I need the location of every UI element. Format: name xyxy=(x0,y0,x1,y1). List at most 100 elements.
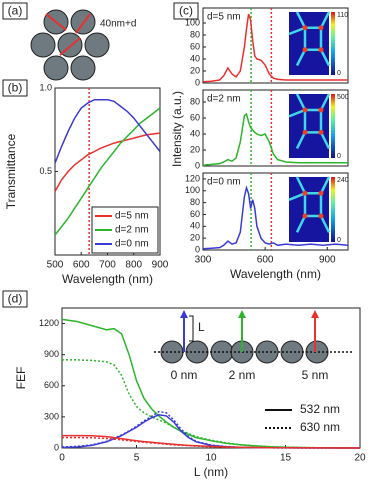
annotation: 40nm+d xyxy=(100,19,136,30)
particles xyxy=(30,9,110,81)
hotspot xyxy=(302,129,308,135)
series-line xyxy=(202,112,348,166)
y-tick-label: 60 xyxy=(190,209,200,219)
hotspot xyxy=(318,129,324,135)
colorbar xyxy=(331,12,335,75)
y-tick-label: 60 xyxy=(190,41,200,51)
x-axis-label: L (nm) xyxy=(194,465,228,479)
colorbar-max: 500 xyxy=(337,94,349,101)
inset-label: 0 nm xyxy=(171,368,198,382)
y-tick-label: 120 xyxy=(185,173,200,183)
x-tick-label: 600 xyxy=(73,260,90,271)
arrow-head xyxy=(311,310,319,318)
y-tick-label: 80 xyxy=(190,197,200,207)
colorbar-min: 0 xyxy=(337,237,341,244)
particle-inset: 0 nm 2 nm 5 nm L xyxy=(154,310,352,382)
panel-label-box xyxy=(2,290,28,308)
diagram-a: (a) 40nm+d xyxy=(2,2,136,81)
hotspot xyxy=(302,25,308,31)
y-tick-label: 0 xyxy=(195,160,200,170)
x-tick-label: 300 xyxy=(195,255,212,266)
x-tick-label: 900 xyxy=(152,260,169,271)
y-tick-label: 80 xyxy=(190,96,200,106)
panel-label: (d) xyxy=(8,292,23,306)
series-line xyxy=(202,185,349,250)
field-map-inset: 500 0 xyxy=(288,93,349,160)
y-tick-label: 20 xyxy=(190,65,200,75)
colorbar-max: 240 xyxy=(337,177,349,184)
panel-label: (c) xyxy=(179,4,193,18)
colorbar xyxy=(331,94,335,158)
arrow-head xyxy=(238,310,246,318)
length-bracket xyxy=(189,315,194,342)
y-tick-label: 40 xyxy=(190,128,200,138)
inset-label: 5 nm xyxy=(302,368,329,382)
y-axis-label: Transmittance xyxy=(4,133,18,209)
y-tick-label: 300 xyxy=(44,411,59,421)
x-tick-label: 5 xyxy=(134,453,140,464)
field-map-inset: 110 0 xyxy=(288,11,348,77)
colorbar-min: 0 xyxy=(337,70,341,77)
series-line xyxy=(54,98,161,164)
x-tick-label: 20 xyxy=(354,453,366,464)
series-line xyxy=(202,13,348,83)
y-tick-label: 600 xyxy=(44,380,59,390)
y-tick-label: 0 xyxy=(195,77,200,87)
legend xyxy=(91,206,159,254)
y-axis-label: FEF xyxy=(14,367,28,390)
y-tick-label: 80 xyxy=(190,29,200,39)
y-tick-label: 20 xyxy=(190,233,200,243)
panel-label-box xyxy=(2,79,28,97)
arrow-head xyxy=(180,310,188,318)
hotspot xyxy=(318,107,324,113)
y-axis-label: Intensity (a.u.) xyxy=(170,91,184,167)
series-line xyxy=(62,436,361,449)
x-tick-label: 800 xyxy=(125,260,142,271)
legend-label: d=2 nm xyxy=(115,225,149,236)
x-tick-label: 15 xyxy=(280,453,292,464)
plot-frame xyxy=(202,172,349,251)
x-tick-label: 600 xyxy=(257,255,274,266)
x-tick-label: 10 xyxy=(205,453,217,464)
y-tick-label: 100 xyxy=(185,185,200,195)
hotspot xyxy=(318,25,324,31)
y-tick-label: 1200 xyxy=(39,318,59,328)
legend-label: 630 nm xyxy=(300,420,340,434)
series-line xyxy=(61,318,361,449)
hotspot xyxy=(302,47,308,53)
field-map-inset: 240 0 xyxy=(288,176,349,244)
panel-label-box xyxy=(2,2,28,20)
x-tick-label: 0 xyxy=(59,453,65,464)
plot-frame xyxy=(202,7,349,84)
series-line xyxy=(54,132,161,192)
y-tick-label: 20 xyxy=(190,144,200,154)
y-tick-label: 60 xyxy=(190,112,200,122)
y-tick-label: 900 xyxy=(44,349,59,359)
y-tick-label: 40 xyxy=(190,221,200,231)
plot-frame xyxy=(202,89,349,167)
panel-label: (b) xyxy=(8,81,23,95)
curve-label: d=5 nm xyxy=(207,12,241,23)
colorbar xyxy=(331,177,335,242)
curve-label: d=2 nm xyxy=(207,94,241,105)
x-axis-label: Wavelength (nm) xyxy=(230,267,321,281)
x-tick-label: 700 xyxy=(99,260,116,271)
panel-label-box xyxy=(173,2,199,20)
legend-label: d=5 nm xyxy=(115,211,149,222)
colorbar-max: 110 xyxy=(337,12,348,19)
y-tick-label: 100 xyxy=(185,17,200,27)
particle xyxy=(185,340,209,364)
x-tick-label: 900 xyxy=(319,255,336,266)
colorbar-min: 0 xyxy=(337,153,341,160)
hotspot xyxy=(318,213,324,219)
inset-label: 2 nm xyxy=(229,368,256,382)
length-label: L xyxy=(198,320,205,334)
legend-label: 532 nm xyxy=(300,402,340,416)
y-tick-label: 0 xyxy=(54,442,59,452)
series-line xyxy=(54,107,161,236)
y-tick-label: 1.0 xyxy=(39,82,52,92)
curve-label: d=0 nm xyxy=(207,177,241,188)
x-axis-label: Wavelength (nm) xyxy=(62,272,153,286)
